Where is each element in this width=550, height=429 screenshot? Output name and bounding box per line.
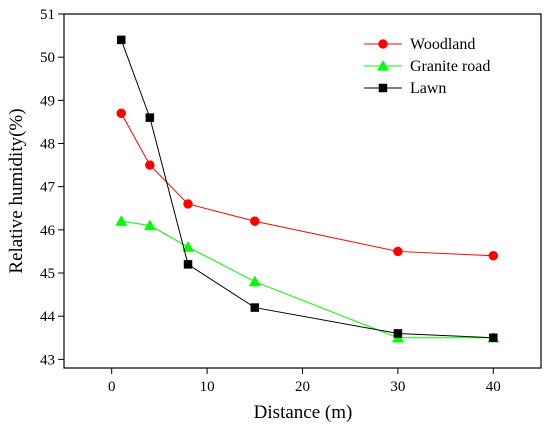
- y-tick-label: 45: [40, 266, 55, 282]
- woodland-data-point: [145, 160, 155, 170]
- x-tick-label: 30: [390, 379, 405, 395]
- woodland-data-point: [183, 199, 193, 209]
- y-tick-label: 50: [40, 50, 55, 66]
- y-tick-label: 46: [40, 223, 56, 239]
- woodland-data-point: [488, 251, 499, 261]
- woodland-data-point: [250, 216, 260, 226]
- lawn-series-line: [120, 39, 494, 339]
- lawn-data-point: [393, 329, 403, 338]
- legend-label-lawn: Lawn: [410, 80, 446, 97]
- legend-label-granite-road: Granite road: [410, 58, 490, 75]
- lawn-data-point: [250, 303, 260, 312]
- y-tick-label: 43: [40, 352, 55, 368]
- x-tick-label: 0: [108, 379, 116, 395]
- lawn-data-point: [116, 35, 126, 45]
- woodland-series-line: [120, 113, 494, 257]
- granite-road-series-line: [121, 220, 494, 339]
- legend-marker-granite-road: [377, 59, 389, 71]
- legend-label-woodland: Woodland: [410, 36, 475, 53]
- woodland-data-point: [393, 246, 403, 257]
- lawn-data-point: [145, 113, 155, 122]
- y-axis-title: Relative humidity(%): [6, 108, 27, 273]
- granite-road-data-point: [248, 275, 261, 287]
- granite-road-data-point: [182, 241, 194, 252]
- x-tick-label: 20: [295, 379, 310, 395]
- y-tick-label: 51: [40, 7, 55, 23]
- lawn-data-point: [489, 333, 498, 343]
- lawn-data-point: [183, 260, 193, 269]
- x-tick-label: 10: [200, 379, 215, 395]
- y-tick-label: 49: [40, 93, 55, 109]
- granite-road-data-point: [115, 215, 128, 226]
- x-tick-label: 40: [486, 379, 501, 395]
- y-tick-label: 47: [40, 180, 56, 196]
- woodland-data-point: [116, 108, 126, 119]
- legend: Woodland Granite road Lawn: [364, 36, 490, 97]
- y-tick-label: 44: [40, 309, 56, 325]
- legend-marker-lawn: [378, 83, 388, 93]
- legend-marker-woodland: [378, 39, 388, 49]
- axis-ticks: 0 10 20 30 40 43 44 45 46 47 48 49 50 51: [40, 7, 501, 395]
- series-layer: [115, 35, 500, 343]
- y-tick-label: 48: [40, 137, 55, 153]
- granite-road-data-point: [143, 219, 156, 231]
- x-axis-title: Distance (m): [254, 402, 353, 423]
